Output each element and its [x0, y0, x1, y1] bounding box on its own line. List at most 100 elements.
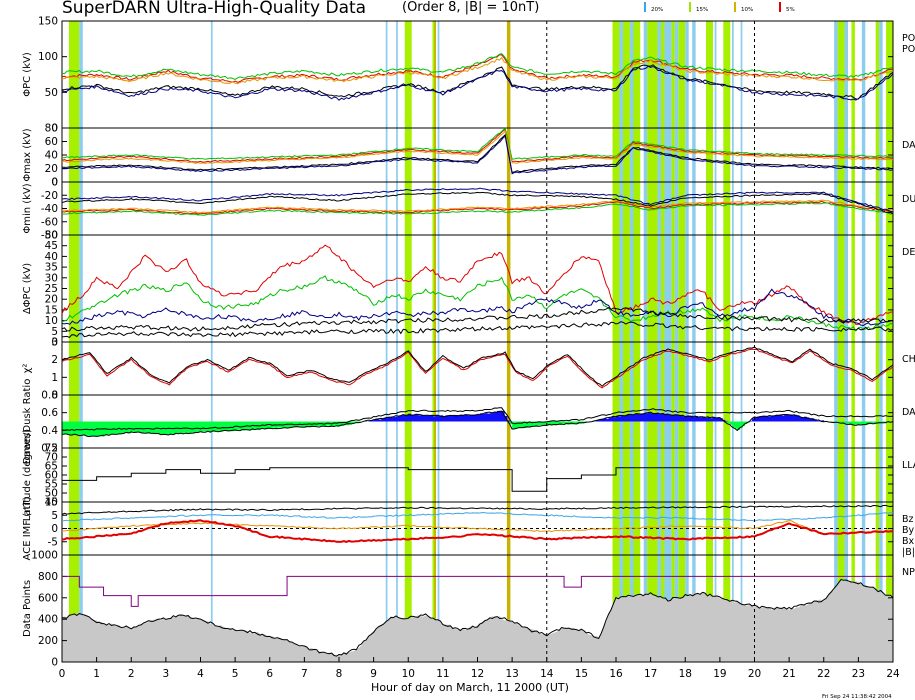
- ratio-fill: [509, 421, 513, 425]
- ratio-fill: [855, 421, 859, 425]
- ratio-fill: [506, 420, 510, 422]
- ratio-fill: [759, 416, 763, 422]
- ratio-fill: [729, 421, 733, 425]
- ratio-fill: [123, 421, 127, 433]
- ratio-fill: [601, 418, 605, 422]
- y-tick-label: 55: [45, 479, 58, 491]
- ratio-fill: [677, 415, 681, 422]
- ratio-fill: [62, 421, 65, 434]
- series-line-4: [61, 187, 894, 213]
- ratio-fill: [536, 421, 540, 426]
- ratio-fill: [803, 416, 807, 422]
- ratio-fill: [670, 415, 674, 422]
- ratio-fill: [660, 413, 664, 422]
- ratio-fill: [368, 420, 372, 422]
- ratio-fill: [653, 413, 656, 422]
- y-tick-label: 50: [45, 87, 58, 99]
- y-axis-label: Dawn/Dusk Ratio: [22, 379, 33, 465]
- ratio-fill: [136, 421, 140, 432]
- ratio-fill: [160, 421, 164, 435]
- ratio-fill: [625, 414, 629, 422]
- ratio-fill: [200, 421, 204, 432]
- ratio-fill: [447, 416, 451, 422]
- y-tick-label: -5: [48, 536, 58, 548]
- ratio-fill: [215, 421, 219, 432]
- series-line-2: [61, 56, 894, 85]
- ratio-fill: [390, 417, 394, 422]
- ratio-fill: [74, 421, 78, 436]
- ratio-fill: [853, 421, 857, 425]
- right-label: DAY: [902, 407, 915, 418]
- ratio-fill: [501, 411, 505, 422]
- right-label: DE: [902, 247, 915, 258]
- ratio-fill: [640, 413, 644, 422]
- ratio-fill: [539, 421, 543, 426]
- ratio-fill: [732, 421, 736, 428]
- ratio-fill: [549, 421, 553, 426]
- ratio-fill: [400, 415, 404, 422]
- series-line-0: [61, 54, 894, 83]
- x-tick-label: 12: [471, 668, 484, 680]
- ratio-fill: [388, 416, 392, 422]
- ratio-fill: [237, 421, 241, 430]
- series-line-3: [61, 191, 894, 215]
- y-tick-label: 60: [45, 136, 58, 148]
- ratio-fill: [425, 415, 429, 422]
- ratio-fill: [522, 421, 525, 429]
- ratio-fill: [175, 421, 179, 434]
- legend-label: 15%: [696, 7, 708, 13]
- ratio-fill: [442, 416, 446, 422]
- y-tick-label: 40: [45, 150, 58, 162]
- ratio-fill: [133, 421, 137, 433]
- y-tick-label: 45: [45, 497, 58, 509]
- y-tick-label: 150: [38, 16, 58, 28]
- ratio-fill: [712, 416, 716, 422]
- ratio-fill: [195, 421, 199, 433]
- ratio-fill: [685, 415, 689, 422]
- ratio-fill: [489, 413, 493, 422]
- legend-label: 20%: [651, 7, 663, 13]
- y-tick-label: 10: [45, 315, 58, 327]
- ratio-fill: [153, 421, 157, 435]
- ratio-fill: [163, 421, 167, 435]
- ratio-fill: [836, 421, 839, 423]
- series-line-1: [61, 202, 894, 216]
- x-tick-label: 24: [886, 668, 900, 680]
- right-label: CH: [902, 354, 915, 365]
- ratio-fill: [774, 415, 778, 422]
- ratio-fill: [544, 421, 548, 426]
- ratio-fill: [496, 410, 500, 422]
- ratio-fill: [883, 421, 886, 423]
- ratio-fill: [623, 415, 627, 422]
- y-tick-label: 35: [45, 262, 58, 274]
- ratio-fill: [643, 413, 647, 422]
- panel-frame: [61, 234, 894, 343]
- ratio-fill: [875, 421, 879, 424]
- ratio-fill: [662, 413, 666, 422]
- legend: 20% 15% 10% 5%: [644, 2, 795, 13]
- ratio-fill: [714, 417, 718, 422]
- ratio-fill: [89, 421, 93, 437]
- ratio-fill: [695, 415, 699, 422]
- ratio-fill: [462, 414, 466, 422]
- y-tick-label: 0: [51, 657, 58, 669]
- right-label: |B|: [902, 547, 915, 558]
- ratio-fill: [385, 417, 389, 422]
- ratio-fill: [202, 421, 206, 432]
- ratio-fill: [138, 421, 142, 433]
- ratio-fill: [381, 419, 384, 422]
- ratio-fill: [428, 415, 431, 422]
- ratio-fill: [635, 413, 639, 422]
- ratio-fill: [205, 421, 209, 433]
- ratio-fill: [672, 414, 676, 422]
- ratio-fill: [465, 414, 469, 422]
- ratio-fill: [687, 415, 691, 422]
- ratio-fill: [863, 421, 867, 426]
- series-line-1: [61, 275, 894, 332]
- ratio-fill: [690, 415, 694, 422]
- ratio-fill: [91, 421, 95, 436]
- y-tick-label: 5: [51, 510, 58, 522]
- right-label: PO: [902, 44, 915, 55]
- right-label: NP: [902, 567, 915, 578]
- x-tick-label: 16: [609, 668, 623, 680]
